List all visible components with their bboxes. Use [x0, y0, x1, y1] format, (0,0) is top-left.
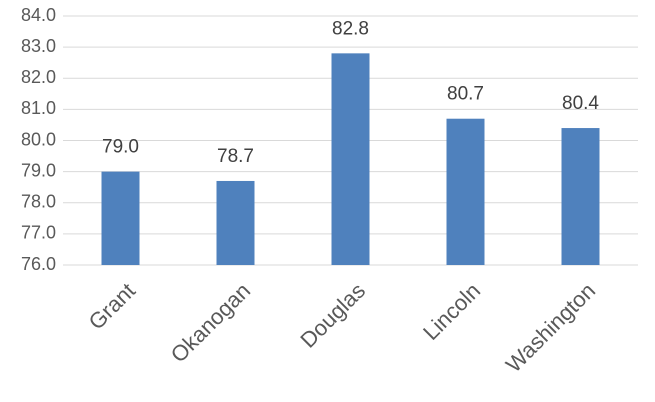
bar: [331, 53, 370, 265]
x-tick-label: Washington: [501, 278, 600, 377]
x-tick-label: Grant: [84, 278, 141, 335]
y-tick-label: 80.0: [21, 129, 56, 149]
bar: [101, 171, 140, 265]
bar: [561, 128, 600, 265]
x-tick-label: Douglas: [295, 278, 370, 353]
x-tick-label: Lincoln: [418, 278, 485, 345]
value-label: 80.4: [562, 93, 599, 114]
y-tick-label: 83.0: [21, 36, 56, 56]
value-label: 79.0: [102, 137, 139, 158]
value-label: 78.7: [217, 146, 254, 167]
x-tick-label: Okanogan: [166, 278, 255, 367]
bar: [216, 180, 255, 265]
y-tick-label: 84.0: [21, 5, 56, 25]
value-label: 82.8: [332, 18, 369, 39]
bar: [446, 118, 485, 266]
value-label: 80.7: [447, 84, 484, 105]
y-tick-label: 76.0: [21, 254, 56, 274]
y-tick-label: 81.0: [21, 98, 56, 118]
y-tick-label: 77.0: [21, 223, 56, 243]
y-tick-label: 82.0: [21, 67, 56, 87]
y-tick-label: 78.0: [21, 192, 56, 212]
y-tick-label: 79.0: [21, 160, 56, 180]
